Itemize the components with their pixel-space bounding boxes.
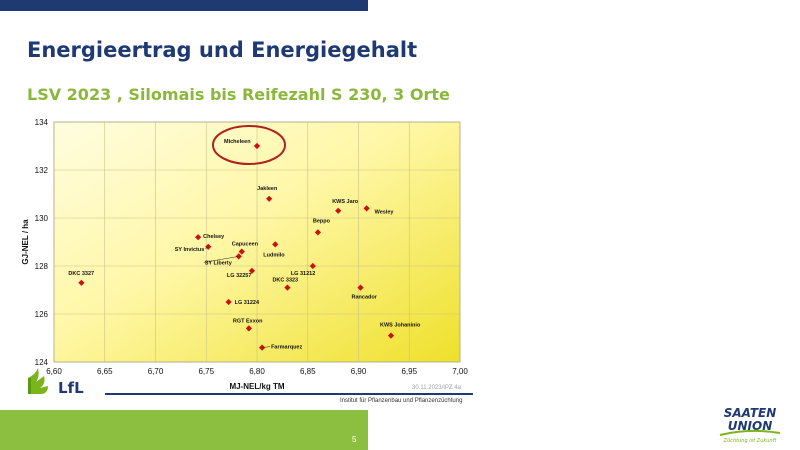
data-point-label: LG 31224 <box>235 300 260 306</box>
slide-subtitle: LSV 2023 , Silomais bis Reifezahl S 230,… <box>27 85 450 104</box>
x-tick-label: 6,60 <box>46 367 62 376</box>
data-point-marker <box>357 284 364 291</box>
scatter-chart: 6,60 6,65 6,70 6,75 6,80 6,85 6,90 6,95 7,00 124 1… <box>21 118 469 391</box>
data-point-marker <box>225 298 232 306</box>
x-tick-label: 6,85 <box>300 367 316 376</box>
slide-title: Energieertrag und Energiegehalt <box>27 38 418 62</box>
saaten-union-logo: SAATEN UNION Züchtung ist Zukunft <box>719 406 781 444</box>
bottom-green-bar <box>0 410 368 450</box>
data-point-label: SY Liberty <box>205 260 233 266</box>
saaten-tagline: Züchtung ist Zukunft <box>723 438 778 444</box>
highlight-circle <box>212 125 286 165</box>
data-point-marker <box>387 332 395 339</box>
data-point-label: SY Invictus <box>175 247 205 253</box>
saaten-logo-line2: UNION <box>728 419 773 433</box>
y-tick-label: 126 <box>35 310 49 319</box>
y-tick-label: 130 <box>35 214 49 223</box>
data-point-label: LG 31212 <box>291 271 315 277</box>
institute-name: Institut für Pflanzenbau und Pflanzenzüc… <box>340 398 463 404</box>
data-point-label: DKC 3323 <box>272 278 298 284</box>
data-point-label: KWS Jaro <box>332 199 359 205</box>
x-tick-label: 6,90 <box>351 367 367 376</box>
lfl-logo-text: LfL <box>58 379 84 397</box>
saaten-logo-line1: SAATEN <box>724 406 777 420</box>
data-point-label: DKC 3327 <box>68 271 94 277</box>
y-tick-label: 124 <box>35 358 49 367</box>
x-tick-label: 6,70 <box>148 367 164 376</box>
data-point-label: Ludmilo <box>263 252 285 258</box>
data-point-label: KWS Johaninio <box>380 323 421 329</box>
x-axis-label: MJ-NEL/kg TM <box>229 382 284 391</box>
x-tick-label: 6,65 <box>97 367 113 376</box>
data-point-label: Jakleen <box>257 186 278 192</box>
lfl-leaf-icon <box>28 368 48 394</box>
y-tick-label: 134 <box>35 118 49 127</box>
data-point-label: Farmarquez <box>271 345 302 351</box>
data-point-label: Wesley <box>375 209 395 215</box>
data-point-label: Capuceen <box>232 242 259 248</box>
page-number: 5 <box>352 435 357 444</box>
footer-divider <box>105 393 473 395</box>
y-tick-label: 128 <box>35 262 49 271</box>
label-leader-line <box>205 246 209 250</box>
x-tick-label: 6,95 <box>401 367 417 376</box>
label-leader-line <box>262 346 271 348</box>
lfl-logo <box>28 368 48 394</box>
y-axis-label: GJ-NEL / ha <box>21 219 30 265</box>
data-point-label: RGT Exxon <box>233 318 263 324</box>
x-tick-label: 6,80 <box>249 367 265 376</box>
top-accent-bar <box>0 0 368 11</box>
data-point-marker <box>253 142 261 150</box>
data-point-marker <box>284 284 291 291</box>
y-tick-label: 132 <box>35 166 49 175</box>
grid-lines <box>53 121 461 363</box>
data-point-label: LG 32257 <box>227 273 251 279</box>
data-point-label: Rancador <box>352 295 378 301</box>
data-point-label: Beppo <box>313 218 331 224</box>
axis-ticks: 6,60 6,65 6,70 6,75 6,80 6,85 6,90 6,95 7,00 124 1… <box>35 118 469 376</box>
data-point-label: Chelsey <box>203 234 225 240</box>
x-tick-label: 7,00 <box>452 367 468 376</box>
x-tick-label: 6,75 <box>198 367 214 376</box>
data-points: Micheleen Jakleen KWS Jaro Wesley Beppo Chels… <box>68 139 421 351</box>
saaten-swoosh-icon <box>719 429 781 436</box>
data-point-label: Micheleen <box>224 139 251 145</box>
date-stamp: 30.11.2023/IPZ 4a <box>412 385 461 391</box>
label-leader-line <box>203 256 239 263</box>
